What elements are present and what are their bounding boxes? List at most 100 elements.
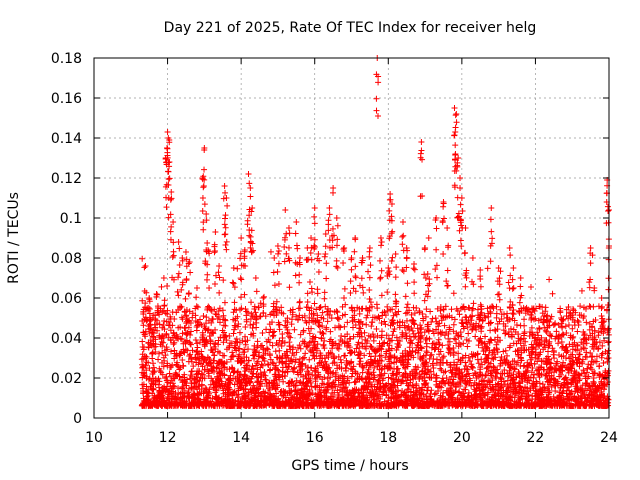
data-point [462, 386, 469, 393]
data-point [479, 387, 486, 394]
data-point [600, 360, 607, 367]
data-point [464, 343, 471, 350]
data-point [306, 307, 313, 314]
data-point [290, 344, 297, 351]
data-point [403, 317, 410, 324]
data-point [310, 396, 317, 403]
data-point [185, 317, 192, 324]
data-point [502, 330, 509, 337]
data-point [222, 332, 229, 339]
data-point [583, 349, 590, 356]
data-point [348, 373, 355, 380]
data-point [532, 401, 539, 408]
data-point [550, 349, 557, 356]
data-point [508, 372, 515, 379]
data-point [484, 402, 491, 409]
data-point [247, 316, 254, 323]
data-point [198, 360, 205, 367]
data-point [338, 332, 345, 339]
data-point [249, 363, 256, 370]
data-point [153, 395, 160, 402]
data-point [227, 356, 234, 363]
data-point [194, 351, 201, 358]
data-point [497, 306, 504, 313]
data-point [485, 351, 492, 358]
data-point [567, 402, 574, 409]
data-point [572, 309, 579, 316]
data-point [540, 319, 547, 326]
data-point [558, 332, 565, 339]
data-point [139, 297, 146, 304]
data-point [235, 368, 242, 375]
data-point [140, 344, 147, 351]
data-point [541, 398, 548, 405]
data-point [208, 307, 215, 314]
data-point [378, 334, 385, 341]
data-point [494, 370, 501, 377]
data-point [284, 326, 291, 333]
data-point [475, 360, 482, 367]
data-point [442, 380, 449, 387]
data-point [521, 316, 528, 323]
data-point [289, 309, 296, 316]
data-point [254, 366, 261, 373]
data-point [455, 333, 462, 340]
data-point [516, 402, 523, 409]
data-point [316, 355, 323, 362]
data-point [264, 361, 271, 368]
data-point [188, 399, 195, 406]
data-point [212, 341, 219, 348]
data-point [268, 392, 275, 399]
data-point [336, 341, 343, 348]
data-point [550, 351, 557, 358]
data-point [433, 381, 440, 388]
data-point [290, 396, 297, 403]
data-point [263, 382, 270, 389]
data-point [554, 358, 561, 365]
data-point [304, 343, 311, 350]
data-point [523, 304, 530, 311]
data-point [327, 349, 334, 356]
data-point [292, 386, 299, 393]
data-point [493, 341, 500, 348]
data-point [429, 360, 436, 367]
data-point [457, 375, 464, 382]
data-point [273, 339, 280, 346]
data-point [224, 401, 231, 408]
data-point [474, 306, 481, 313]
data-point [404, 363, 411, 370]
data-point [511, 366, 518, 373]
data-point [332, 324, 339, 331]
data-point [255, 400, 262, 407]
data-point [312, 334, 319, 341]
data-point [358, 333, 365, 340]
data-point [236, 355, 243, 362]
data-point [596, 370, 603, 377]
data-point [207, 398, 214, 405]
data-point [567, 310, 574, 317]
data-point [249, 325, 256, 332]
data-point [218, 360, 225, 367]
data-point [428, 351, 435, 358]
data-point [300, 373, 307, 380]
data-point [554, 381, 561, 388]
data-point [416, 375, 423, 382]
data-point [260, 293, 267, 300]
data-point [318, 394, 325, 401]
data-point [347, 336, 354, 343]
data-point [248, 366, 255, 373]
data-point [320, 362, 327, 369]
data-point [541, 344, 548, 351]
data-point [320, 330, 327, 337]
data-point [419, 367, 426, 374]
data-point [296, 356, 303, 363]
data-point [389, 317, 396, 324]
data-point [602, 368, 609, 375]
data-point [404, 350, 411, 357]
data-point [164, 379, 171, 386]
data-point [438, 313, 445, 320]
data-point [501, 367, 508, 374]
data-point [291, 364, 298, 371]
data-point [369, 346, 376, 353]
data-point [218, 367, 225, 374]
